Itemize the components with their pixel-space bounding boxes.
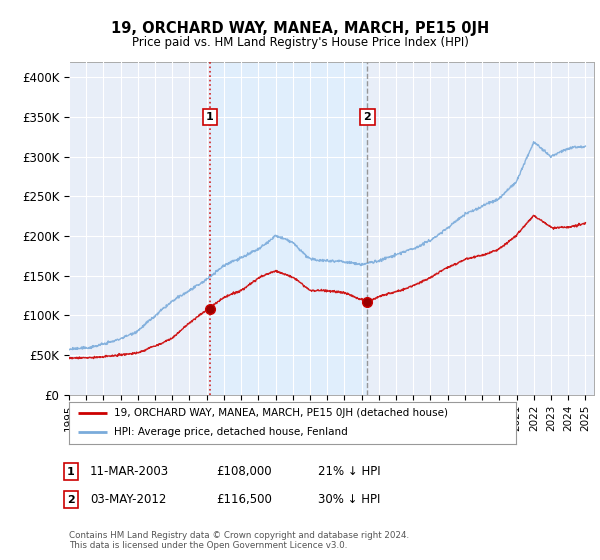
Text: 1: 1 [206,112,214,122]
Text: 03-MAY-2012: 03-MAY-2012 [90,493,166,506]
Text: £108,000: £108,000 [216,465,272,478]
Text: 2: 2 [67,494,74,505]
Text: 2: 2 [364,112,371,122]
Text: 21% ↓ HPI: 21% ↓ HPI [318,465,380,478]
Text: 1: 1 [67,466,74,477]
Text: Contains HM Land Registry data © Crown copyright and database right 2024.
This d: Contains HM Land Registry data © Crown c… [69,530,409,550]
Text: £116,500: £116,500 [216,493,272,506]
Text: HPI: Average price, detached house, Fenland: HPI: Average price, detached house, Fenl… [114,427,347,437]
Text: 11-MAR-2003: 11-MAR-2003 [90,465,169,478]
Bar [210,62,367,395]
Text: 30% ↓ HPI: 30% ↓ HPI [318,493,380,506]
Text: 19, ORCHARD WAY, MANEA, MARCH, PE15 0JH (detached house): 19, ORCHARD WAY, MANEA, MARCH, PE15 0JH … [114,408,448,418]
Text: 19, ORCHARD WAY, MANEA, MARCH, PE15 0JH: 19, ORCHARD WAY, MANEA, MARCH, PE15 0JH [111,21,489,36]
Text: Price paid vs. HM Land Registry's House Price Index (HPI): Price paid vs. HM Land Registry's House … [131,36,469,49]
